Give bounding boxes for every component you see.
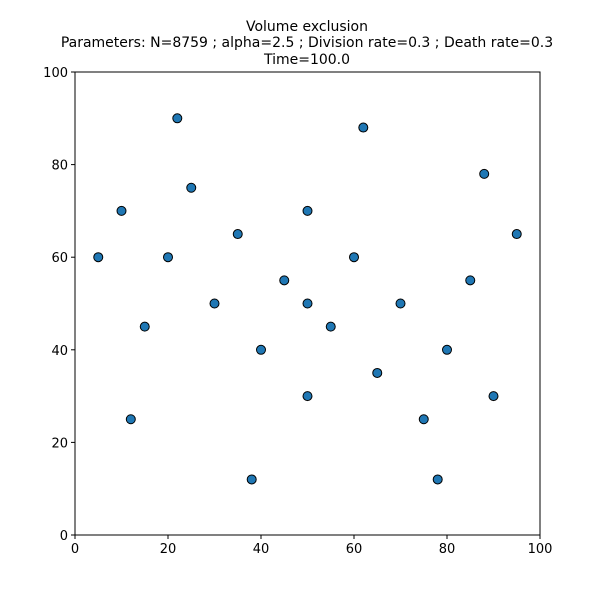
scatter-point [358, 122, 369, 133]
scatter-point [256, 344, 266, 355]
scatter-point [186, 182, 197, 193]
scatter-point [246, 474, 257, 485]
x-tick-label: 80 [439, 542, 456, 557]
scatter-point [511, 229, 522, 240]
scatter-point [93, 252, 104, 263]
scatter-point [372, 367, 383, 378]
scatter-point [279, 275, 290, 286]
scatter-point [395, 298, 406, 309]
scatter-point [418, 414, 429, 425]
x-tick-label: 60 [346, 542, 363, 557]
scatter-point [232, 229, 243, 240]
plot-frame [74, 71, 541, 536]
scatter-point [139, 321, 150, 332]
scatter-point [325, 321, 336, 332]
x-axis: 0 20 40 60 80 100 [71, 535, 553, 557]
scatter-point [116, 205, 127, 216]
x-tick-label: 100 [528, 542, 553, 557]
x-tick-label: 0 [71, 542, 79, 557]
scatter-point [349, 252, 359, 263]
scatter-point [302, 205, 313, 216]
scatter-point [172, 113, 183, 124]
x-tick-label: 20 [160, 542, 177, 557]
scatter-point [442, 344, 452, 355]
y-tick-label: 0 [60, 529, 68, 544]
scatter-point [432, 474, 443, 485]
scatter-points [93, 113, 522, 485]
scatter-point [163, 252, 173, 263]
scatter-point [209, 298, 220, 309]
x-tick-label: 40 [253, 542, 270, 557]
y-tick-label: 40 [51, 344, 68, 359]
y-tick-label: 100 [43, 66, 68, 81]
y-axis: 0 20 40 60 80 100 [43, 66, 75, 544]
scatter-point [479, 168, 490, 179]
scatter-point [302, 298, 313, 309]
chart-title: Volume exclusion [246, 19, 368, 35]
scatter-point [465, 275, 476, 286]
scatter-point [125, 414, 136, 425]
chart-time-label: Time=100.0 [263, 52, 350, 68]
y-tick-label: 80 [51, 159, 68, 174]
chart-subtitle: Parameters: N=8759 ; alpha=2.5 ; Divisio… [61, 35, 553, 51]
y-tick-label: 20 [51, 436, 68, 451]
y-tick-label: 60 [51, 251, 68, 266]
scatter-point [488, 391, 499, 402]
scatter-point [302, 391, 313, 402]
